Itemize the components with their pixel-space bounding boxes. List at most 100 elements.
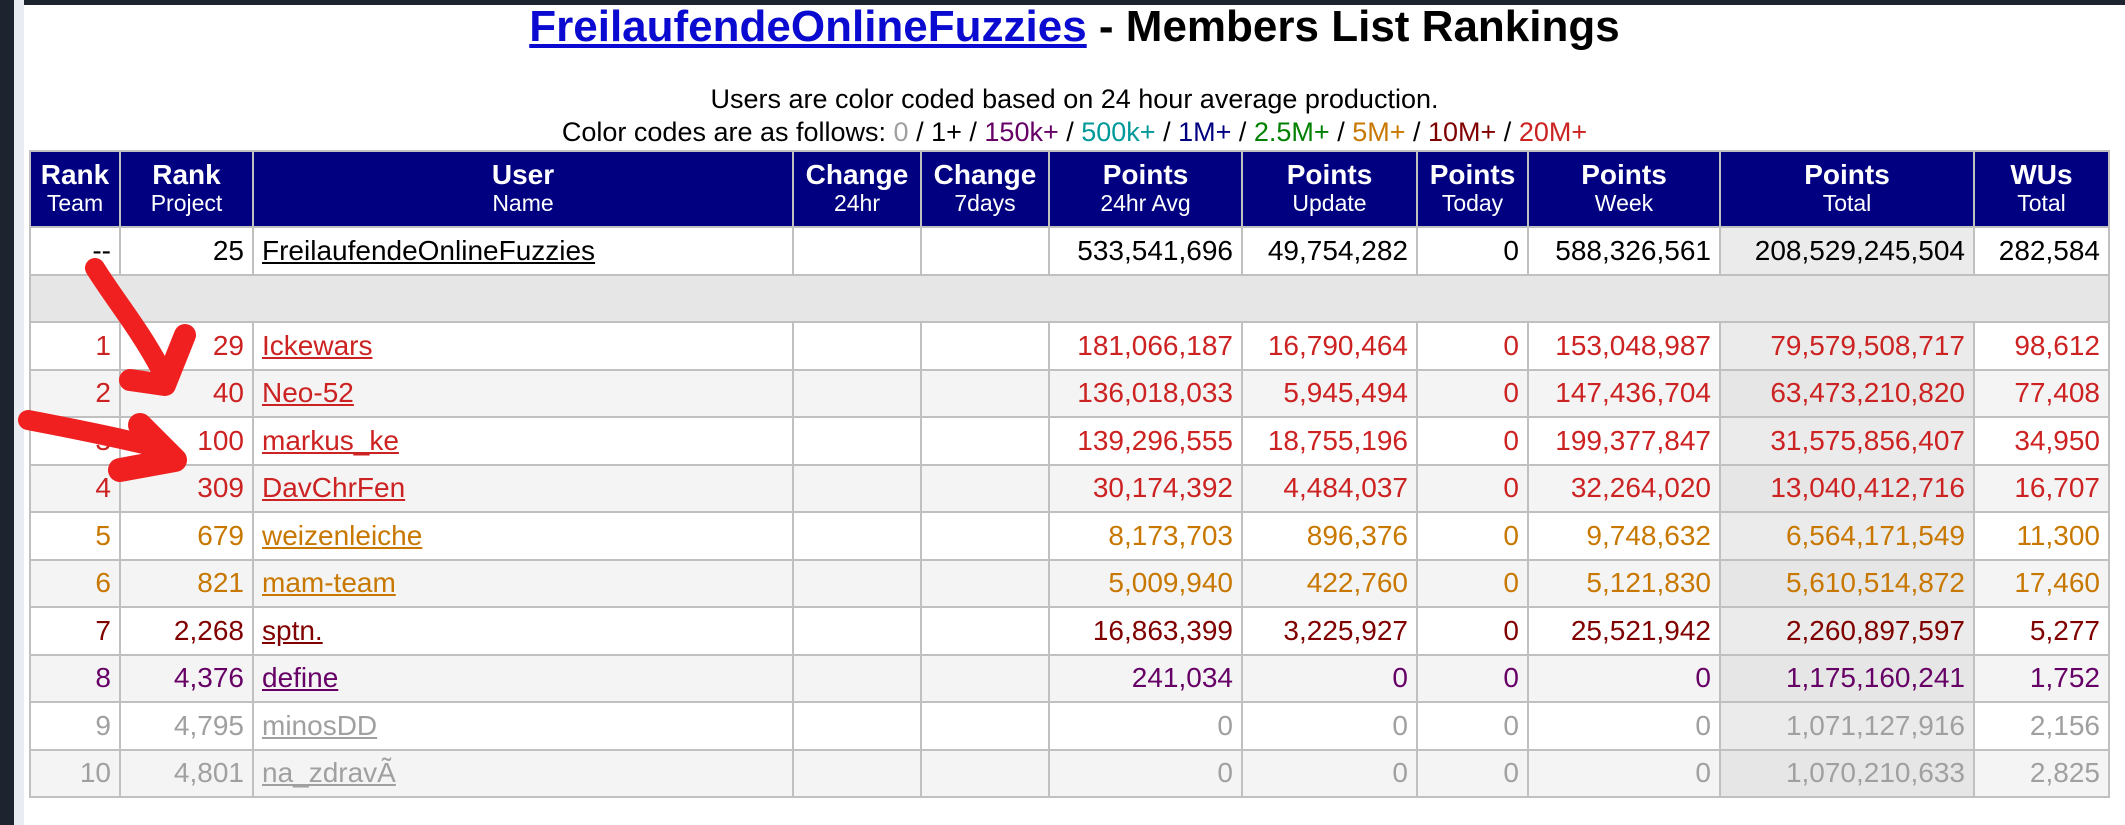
cell-update: 0 bbox=[1241, 653, 1418, 703]
cell-change24 bbox=[792, 701, 922, 751]
cell-rank-team: -- bbox=[29, 226, 121, 276]
cell-avg24: 16,863,399 bbox=[1048, 606, 1243, 656]
color-code-item: 1+ bbox=[931, 117, 962, 147]
cell-total: 1,071,127,916 bbox=[1719, 701, 1975, 751]
user-name-cell: define bbox=[252, 653, 794, 703]
color-code-item: 150k+ bbox=[984, 117, 1059, 147]
cell-rank-team: 10 bbox=[29, 748, 121, 798]
user-name-link[interactable]: FreilaufendeOnlineFuzzies bbox=[262, 234, 596, 266]
cell-change7 bbox=[920, 368, 1050, 418]
cell-week: 0 bbox=[1527, 653, 1721, 703]
cell-week: 9,748,632 bbox=[1527, 511, 1721, 561]
cell-rank-team: 9 bbox=[29, 701, 121, 751]
cell-avg24: 0 bbox=[1048, 748, 1243, 798]
user-name-cell: na_zdravÃ bbox=[252, 748, 794, 798]
cell-rank-project: 29 bbox=[119, 321, 254, 371]
cell-week: 25,521,942 bbox=[1527, 606, 1721, 656]
cell-today: 0 bbox=[1416, 653, 1529, 703]
cell-wus: 16,707 bbox=[1973, 463, 2110, 513]
cell-update: 49,754,282 bbox=[1241, 226, 1418, 276]
user-name-link[interactable]: minosDD bbox=[262, 709, 378, 741]
member-row: 4 309 DavChrFen 30,174,392 4,484,037 0 32,264,… bbox=[29, 463, 2110, 513]
user-name-link[interactable]: mam-team bbox=[262, 567, 396, 599]
cell-today: 0 bbox=[1416, 416, 1529, 466]
column-header-title: Rank bbox=[152, 159, 221, 190]
user-name-link[interactable]: define bbox=[262, 662, 339, 694]
member-row: 6 821 mam-team 5,009,940 422,760 0 5,121,830 5,… bbox=[29, 558, 2110, 608]
cell-change7 bbox=[920, 511, 1050, 561]
cell-change7 bbox=[920, 416, 1050, 466]
member-row: 9 4,795 minosDD 0 0 0 0 1,071,127,916 2,156 bbox=[29, 701, 2110, 751]
user-name-link[interactable]: Ickewars bbox=[262, 329, 373, 361]
cell-rank-team: 6 bbox=[29, 558, 121, 608]
cell-wus: 282,584 bbox=[1973, 226, 2110, 276]
legend-separator: / bbox=[1058, 117, 1082, 147]
cell-rank-team: 5 bbox=[29, 511, 121, 561]
user-name-link[interactable]: markus_ke bbox=[262, 424, 399, 456]
column-header-title: Points bbox=[1804, 159, 1890, 190]
cell-total: 5,610,514,872 bbox=[1719, 558, 1975, 608]
cell-wus: 11,300 bbox=[1973, 511, 2110, 561]
user-name-link[interactable]: Neo-52 bbox=[262, 377, 354, 409]
window-left-edge bbox=[0, 0, 14, 825]
column-header: Rank Team bbox=[29, 150, 121, 228]
column-header-subtitle: Project bbox=[150, 190, 223, 216]
color-code-item: 20M+ bbox=[1518, 117, 1588, 147]
user-name-link[interactable]: na_zdravÃ bbox=[262, 757, 396, 789]
color-code-legend: Color codes are as follows: 0 / 1+ / 150… bbox=[24, 116, 2125, 149]
cell-change7 bbox=[920, 321, 1050, 371]
cell-update: 18,755,196 bbox=[1241, 416, 1418, 466]
cell-rank-team: 4 bbox=[29, 463, 121, 513]
member-row: 10 4,801 na_zdravÃ 0 0 0 0 1,070,210,633 2,825 bbox=[29, 748, 2110, 798]
legend-separator: / bbox=[1329, 117, 1353, 147]
column-header-subtitle: Total bbox=[1822, 190, 1872, 216]
member-row: 8 4,376 define 241,034 0 0 0 1,175,160,241 1,752 bbox=[29, 653, 2110, 703]
user-name-link[interactable]: DavChrFen bbox=[262, 472, 406, 504]
member-row: 7 2,268 sptn. 16,863,399 3,225,927 0 25,521,94… bbox=[29, 606, 2110, 656]
column-header-title: Points bbox=[1102, 159, 1189, 190]
cell-total: 1,070,210,633 bbox=[1719, 748, 1975, 798]
column-header-subtitle: 24hr bbox=[833, 190, 881, 216]
color-code-legend-prefix: Color codes are as follows: bbox=[561, 117, 894, 147]
cell-today: 0 bbox=[1416, 701, 1529, 751]
cell-rank-project: 40 bbox=[119, 368, 254, 418]
user-name-cell: FreilaufendeOnlineFuzzies bbox=[252, 226, 794, 276]
cell-week: 0 bbox=[1527, 701, 1721, 751]
cell-change24 bbox=[792, 511, 922, 561]
cell-change24 bbox=[792, 606, 922, 656]
cell-change24 bbox=[792, 653, 922, 703]
column-header: Points Update bbox=[1241, 150, 1418, 228]
cell-update: 0 bbox=[1241, 748, 1418, 798]
user-name-link[interactable]: sptn. bbox=[262, 614, 323, 646]
user-name-cell: minosDD bbox=[252, 701, 794, 751]
cell-change24 bbox=[792, 416, 922, 466]
color-code-item: 500k+ bbox=[1081, 117, 1156, 147]
cell-avg24: 241,034 bbox=[1048, 653, 1243, 703]
user-name-link[interactable]: weizenleiche bbox=[262, 519, 423, 551]
cell-change24 bbox=[792, 558, 922, 608]
cell-update: 16,790,464 bbox=[1241, 321, 1418, 371]
cell-rank-team: 1 bbox=[29, 321, 121, 371]
column-header-subtitle: Week bbox=[1594, 190, 1654, 216]
team-title-link[interactable]: FreilaufendeOnlineFuzzies bbox=[529, 2, 1087, 51]
column-header-title: User bbox=[491, 159, 555, 190]
column-header-subtitle: Team bbox=[46, 190, 104, 216]
column-header: Points Total bbox=[1719, 150, 1975, 228]
cell-avg24: 30,174,392 bbox=[1048, 463, 1243, 513]
column-header: WUs Total bbox=[1973, 150, 2110, 228]
cell-rank-team: 7 bbox=[29, 606, 121, 656]
column-header-title: Points bbox=[1286, 159, 1373, 190]
cell-total: 63,473,210,820 bbox=[1719, 368, 1975, 418]
cell-today: 0 bbox=[1416, 321, 1529, 371]
cell-week: 588,326,561 bbox=[1527, 226, 1721, 276]
user-name-cell: sptn. bbox=[252, 606, 794, 656]
window-top-edge bbox=[0, 0, 2125, 5]
cell-rank-project: 25 bbox=[119, 226, 254, 276]
cell-rank-project: 309 bbox=[119, 463, 254, 513]
cell-change7 bbox=[920, 748, 1050, 798]
color-code-item: 0 bbox=[893, 117, 909, 147]
cell-avg24: 0 bbox=[1048, 701, 1243, 751]
cell-rank-project: 821 bbox=[119, 558, 254, 608]
column-header-title: Rank bbox=[40, 159, 110, 190]
cell-wus: 98,612 bbox=[1973, 321, 2110, 371]
